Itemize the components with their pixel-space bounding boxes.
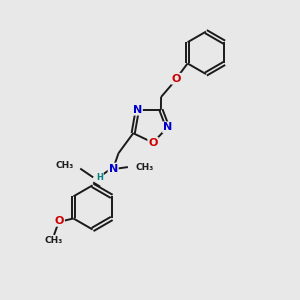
Text: H: H [96,173,103,182]
Text: O: O [148,138,158,148]
Text: N: N [163,122,172,132]
Text: CH₃: CH₃ [136,163,154,172]
Text: O: O [172,74,181,84]
Text: O: O [55,216,64,226]
Text: CH₃: CH₃ [56,161,74,170]
Text: CH₃: CH₃ [45,236,63,245]
Text: N: N [133,105,142,115]
Text: N: N [109,164,118,173]
